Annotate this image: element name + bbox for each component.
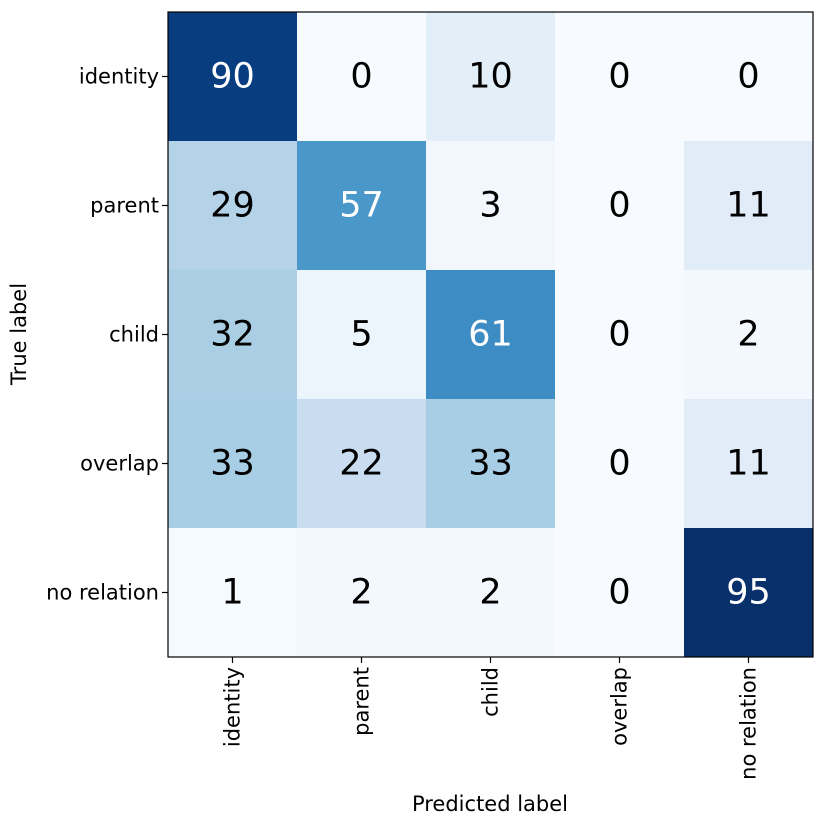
- cell-value-0-4: 0: [737, 57, 759, 97]
- cell-3-1: [297, 399, 426, 528]
- y-tick-label-4: no relation: [46, 581, 159, 605]
- cell-value-1-2: 3: [479, 186, 501, 226]
- cell-value-1-4: 11: [726, 186, 771, 226]
- x-tick-label-0: identity: [221, 667, 245, 747]
- cell-0-0: [168, 12, 297, 141]
- cell-1-4: [684, 141, 813, 270]
- cell-value-2-0: 32: [210, 315, 255, 355]
- cell-value-4-1: 2: [350, 573, 372, 613]
- cell-value-2-2: 61: [468, 315, 513, 355]
- cell-value-4-4: 95: [726, 573, 771, 613]
- cell-0-3: [555, 12, 684, 141]
- cell-0-1: [297, 12, 426, 141]
- cell-value-2-3: 0: [608, 315, 630, 355]
- cell-2-1: [297, 270, 426, 399]
- cell-value-3-4: 11: [726, 444, 771, 484]
- ticks-layer: identity parent child overlap no relation ide…: [46, 65, 760, 780]
- cell-2-2: [426, 270, 555, 399]
- cell-4-4: [684, 528, 813, 657]
- cell-1-3: [555, 141, 684, 270]
- cell-value-4-3: 0: [608, 573, 630, 613]
- cell-value-3-1: 22: [339, 444, 384, 484]
- cell-3-4: [684, 399, 813, 528]
- cell-value-1-0: 29: [210, 186, 255, 226]
- cell-value-2-1: 5: [350, 315, 372, 355]
- y-axis-label: True label: [7, 283, 31, 386]
- cell-value-1-1: 57: [339, 186, 384, 226]
- cell-4-2: [426, 528, 555, 657]
- cell-4-1: [297, 528, 426, 657]
- y-tick-label-0: identity: [79, 65, 159, 89]
- cell-value-3-0: 33: [210, 444, 255, 484]
- y-tick-label-2: child: [109, 323, 159, 347]
- cell-value-2-4: 2: [737, 315, 759, 355]
- cell-1-0: [168, 141, 297, 270]
- cell-value-4-0: 1: [221, 573, 243, 613]
- cell-2-3: [555, 270, 684, 399]
- cell-1-2: [426, 141, 555, 270]
- cell-0-4: [684, 12, 813, 141]
- cell-3-3: [555, 399, 684, 528]
- cell-value-4-2: 2: [479, 573, 501, 613]
- x-tick-label-4: no relation: [737, 667, 761, 780]
- cell-value-0-1: 0: [350, 57, 372, 97]
- cell-value-3-3: 0: [608, 444, 630, 484]
- x-tick-label-2: child: [479, 667, 503, 717]
- y-tick-label-1: parent: [90, 194, 159, 218]
- cell-1-1: [297, 141, 426, 270]
- cell-value-0-0: 90: [210, 57, 255, 97]
- cell-4-0: [168, 528, 297, 657]
- cell-3-0: [168, 399, 297, 528]
- x-tick-label-3: overlap: [608, 667, 632, 746]
- cell-4-3: [555, 528, 684, 657]
- cell-value-0-3: 0: [608, 57, 630, 97]
- cell-value-1-3: 0: [608, 186, 630, 226]
- cell-2-4: [684, 270, 813, 399]
- y-tick-label-3: overlap: [80, 452, 159, 476]
- cell-value-0-2: 10: [468, 57, 513, 97]
- cell-value-3-2: 33: [468, 444, 513, 484]
- cell-3-2: [426, 399, 555, 528]
- x-axis-label: Predicted label: [412, 792, 568, 816]
- x-tick-label-1: parent: [350, 667, 374, 736]
- cell-0-2: [426, 12, 555, 141]
- cell-2-0: [168, 270, 297, 399]
